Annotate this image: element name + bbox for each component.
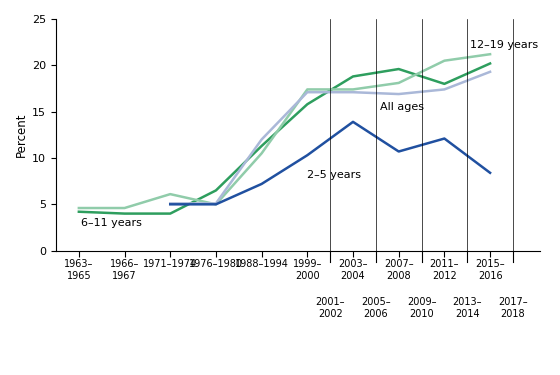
Text: 2013–
2014: 2013– 2014 xyxy=(452,297,482,319)
Text: 2001–
2002: 2001– 2002 xyxy=(315,297,345,319)
Text: 6–11 years: 6–11 years xyxy=(81,218,142,228)
Text: 2017–
2018: 2017– 2018 xyxy=(498,297,528,319)
Text: 2009–
2010: 2009– 2010 xyxy=(407,297,436,319)
Text: 2–5 years: 2–5 years xyxy=(307,170,361,180)
Text: 2005–
2006: 2005– 2006 xyxy=(361,297,391,319)
Text: All ages: All ages xyxy=(380,102,424,112)
Text: 12–19 years: 12–19 years xyxy=(469,40,538,50)
Y-axis label: Percent: Percent xyxy=(15,112,28,157)
